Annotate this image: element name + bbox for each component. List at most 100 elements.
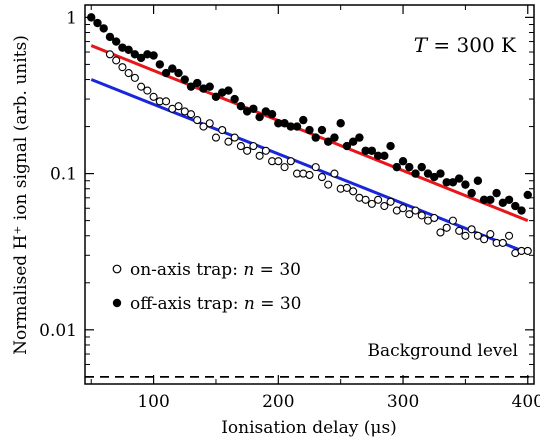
data-point-off-axis (255, 112, 264, 122)
data-point-off-axis (504, 195, 514, 204)
data-point-off-axis (523, 190, 532, 200)
data-point-off-axis (392, 162, 402, 172)
legend: on-axis trap: n = 30 off-axis trap: n = … (112, 260, 302, 314)
data-point-on-axis (467, 225, 476, 234)
data-point-on-axis (505, 231, 514, 240)
data-point-on-axis (130, 73, 139, 82)
y-tick-label: 1 (66, 8, 77, 28)
data-point-on-axis (211, 133, 221, 142)
data-point-off-axis (311, 133, 320, 142)
data-point-off-axis (224, 86, 233, 95)
data-point-off-axis (286, 122, 295, 131)
data-point-on-axis (280, 163, 289, 172)
data-point-off-axis (292, 122, 302, 131)
data-point-off-axis (317, 125, 327, 135)
data-point-off-axis (511, 201, 520, 211)
data-point-on-axis (143, 86, 152, 95)
data-point-off-axis (111, 37, 121, 46)
data-point-off-axis (355, 133, 364, 142)
data-point-off-axis (280, 119, 289, 128)
data-point-off-axis (517, 206, 526, 215)
data-point-on-axis (186, 110, 196, 119)
data-point-on-axis (380, 201, 389, 211)
data-point-on-axis (324, 180, 333, 189)
x-tick-label: 200 (262, 392, 294, 412)
data-point-off-axis (348, 137, 358, 146)
data-point-off-axis (205, 82, 214, 91)
data-point-off-axis (274, 119, 283, 128)
data-point-on-axis (105, 50, 114, 59)
data-point-on-axis (193, 116, 202, 125)
data-point-off-axis (417, 162, 426, 172)
data-point-off-axis (342, 141, 352, 151)
data-point-off-axis (168, 64, 177, 73)
x-tick-label: 300 (387, 392, 419, 412)
data-point-off-axis (236, 102, 246, 111)
data-point-on-axis (411, 206, 420, 215)
data-point-off-axis (436, 169, 445, 178)
fit-line (90, 78, 529, 255)
data-point-on-axis (274, 157, 283, 166)
data-point-off-axis (136, 53, 146, 63)
data-point-off-axis (448, 178, 458, 187)
data-point-off-axis (193, 78, 202, 88)
data-point-off-axis (386, 141, 395, 151)
data-point-off-axis (461, 180, 470, 189)
x-tick-label: 100 (137, 392, 169, 412)
data-point-off-axis (405, 162, 414, 172)
data-point-off-axis (87, 13, 96, 22)
data-point-off-axis (299, 115, 308, 125)
data-point-off-axis (454, 174, 464, 183)
data-point-off-axis (442, 178, 451, 187)
data-point-off-axis (305, 125, 314, 135)
axis-ticks (85, 5, 534, 384)
data-point-on-axis (436, 228, 445, 237)
data-points (87, 13, 532, 258)
data-point-on-axis (112, 56, 121, 65)
data-point-off-axis (124, 45, 133, 55)
data-point-on-axis (149, 92, 158, 101)
data-point-off-axis (423, 169, 433, 178)
data-point-off-axis (492, 188, 501, 198)
data-point-off-axis (336, 119, 345, 128)
data-point-on-axis (442, 223, 451, 232)
data-point-on-axis (361, 195, 370, 204)
data-point-off-axis (211, 92, 221, 102)
data-point-off-axis (380, 151, 389, 160)
fit-lines (90, 44, 529, 255)
data-point-on-axis (367, 199, 376, 208)
data-point-off-axis (373, 151, 383, 160)
data-point-on-axis (430, 213, 439, 223)
data-point-on-axis (224, 137, 233, 146)
data-point-on-axis (199, 122, 208, 131)
data-point-off-axis (367, 146, 377, 155)
data-point-on-axis (205, 119, 214, 128)
data-point-on-axis (330, 169, 339, 178)
x-axis-label: Ionisation delay (μs) (221, 418, 397, 438)
y-tick-label: 0.1 (50, 165, 77, 185)
data-point-off-axis (174, 68, 183, 78)
data-point-off-axis (467, 188, 476, 198)
data-point-off-axis (249, 104, 258, 113)
data-point-on-axis (498, 238, 507, 247)
data-point-on-axis (386, 197, 395, 206)
data-point-on-axis (448, 216, 457, 225)
y-axis-label: Normalised H⁺ ion signal (arb. units) (11, 35, 31, 355)
legend-marker-off-axis (112, 298, 122, 308)
data-point-on-axis (118, 63, 127, 72)
data-point-on-axis (230, 133, 239, 142)
data-point-on-axis (417, 211, 426, 220)
data-point-off-axis (473, 176, 483, 185)
plot-frame (84, 4, 535, 385)
legend-label-on-axis: on-axis trap: n = 30 (130, 260, 301, 280)
data-point-off-axis (99, 24, 108, 33)
data-point-on-axis (137, 82, 146, 91)
data-point-on-axis (455, 226, 464, 235)
legend-label-off-axis: off-axis trap: n = 30 (130, 294, 302, 314)
data-point-on-axis (218, 125, 227, 135)
data-point-off-axis (486, 195, 495, 204)
data-point-off-axis (130, 50, 140, 59)
data-point-on-axis (480, 235, 489, 244)
data-point-on-axis (249, 142, 258, 151)
temperature-annotation: T = 300 K (414, 33, 517, 57)
